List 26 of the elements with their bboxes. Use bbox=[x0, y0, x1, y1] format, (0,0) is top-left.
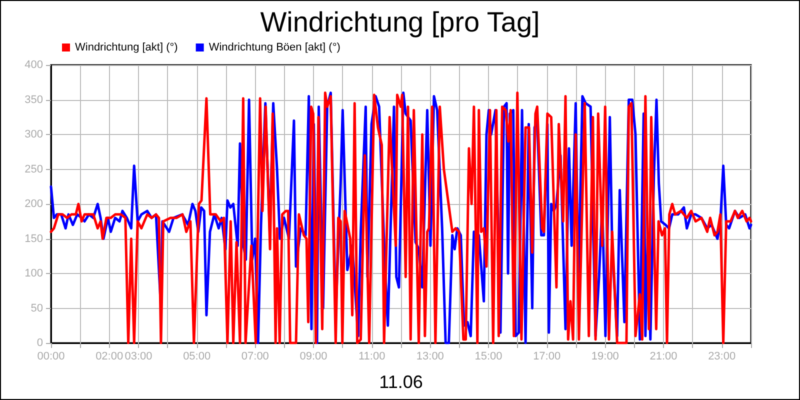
y-tick-label: 250 bbox=[24, 163, 43, 176]
chart-title: Windrichtung [pro Tag] bbox=[260, 6, 540, 38]
x-tick-label: 02:00 bbox=[96, 350, 124, 362]
y-tick-label: 350 bbox=[24, 94, 43, 106]
y-tick-label: 100 bbox=[24, 268, 43, 280]
x-tick-label: 17:00 bbox=[533, 350, 561, 362]
x-tick-label: 21:00 bbox=[650, 350, 678, 362]
x-tick-label: 05:00 bbox=[183, 350, 211, 362]
x-tick-label: 07:00 bbox=[241, 350, 269, 362]
legend-label: Windrichtung [akt] (°) bbox=[75, 42, 178, 54]
x-tick-label: 23:00 bbox=[708, 350, 736, 362]
x-tick-label: 09:00 bbox=[300, 350, 328, 362]
x-tick-label: 15:00 bbox=[474, 350, 502, 362]
x-tick-label: 00:00 bbox=[37, 350, 65, 362]
x-axis-title: 11.06 bbox=[379, 372, 423, 392]
x-tick-label: 03:00 bbox=[124, 350, 152, 362]
y-tick-label: 0 bbox=[36, 337, 43, 349]
x-tick-label: 13:00 bbox=[416, 350, 444, 362]
y-tick-label: 200 bbox=[24, 198, 43, 210]
y-tick-label: 300 bbox=[24, 128, 43, 140]
x-tick-label: 19:00 bbox=[591, 350, 619, 362]
x-tick-label: 11:00 bbox=[358, 350, 386, 362]
y-tick-label: 50 bbox=[30, 302, 43, 314]
legend-label: Windrichtung Böen [akt] (°) bbox=[208, 42, 340, 54]
y-tick-label: 400 bbox=[24, 59, 43, 71]
y-tick-label: 150 bbox=[24, 232, 43, 245]
